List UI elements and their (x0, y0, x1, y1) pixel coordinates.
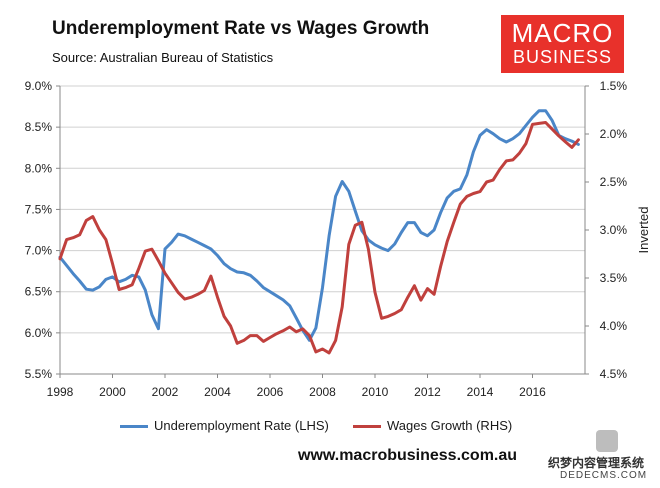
legend-item-wages: Wages Growth (RHS) (353, 418, 512, 433)
y-left-tick-label-2: 8.0% (25, 161, 53, 175)
x-tick-label-0: 1998 (47, 385, 74, 399)
x-tick-label-7: 2012 (414, 385, 441, 399)
logo-line-2: BUSINESS (512, 47, 613, 67)
legend-swatch-wages (353, 425, 381, 429)
series-line-underemployment (58, 109, 580, 342)
y-left-tick-label-7: 5.5% (25, 367, 53, 381)
x-tick-label-4: 2006 (257, 385, 284, 399)
y-left-tick-label-6: 6.0% (25, 326, 53, 340)
y-left-tick-label-5: 6.5% (25, 285, 53, 299)
chart-source: Source: Australian Bureau of Statistics (52, 50, 274, 65)
stamp-line-1: 织梦内容管理系统 (548, 456, 645, 470)
y-right-tick-label-4: 3.5% (600, 271, 628, 285)
x-tick-label-9: 2016 (519, 385, 546, 399)
macro-business-logo: MACRO BUSINESS (501, 15, 624, 73)
y-right-tick-label-3: 3.0% (600, 223, 628, 237)
website-url: www.macrobusiness.com.au (298, 447, 518, 464)
cat-icon (596, 430, 618, 452)
y-right-tick-label-2: 2.5% (600, 175, 628, 189)
y-left-tick-label-4: 7.0% (25, 244, 53, 258)
y-right-axis-label: Inverted (636, 207, 651, 254)
stamp-line-2: DEDECMS.COM (560, 470, 648, 481)
x-tick-label-2: 2002 (152, 385, 179, 399)
legend-item-underemployment: Underemployment Rate (LHS) (120, 418, 329, 433)
y-right-tick-label-1: 2.0% (600, 127, 628, 141)
y-left-tick-label-3: 7.5% (25, 202, 53, 216)
x-tick-label-8: 2014 (467, 385, 494, 399)
y-left-tick-label-1: 8.5% (25, 120, 53, 134)
y-right-tick-label-6: 4.5% (600, 367, 628, 381)
x-tick-label-6: 2010 (362, 385, 389, 399)
chart-title: Underemployment Rate vs Wages Growth (52, 18, 430, 39)
y-right-tick-label-0: 1.5% (600, 79, 628, 93)
y-left-tick-label-0: 9.0% (25, 79, 53, 93)
logo-line-1: MACRO (511, 18, 614, 48)
legend-label-wages: Wages Growth (RHS) (387, 418, 513, 433)
y-right-tick-label-5: 4.0% (600, 319, 628, 333)
series-line-wages (58, 121, 580, 355)
x-tick-label-5: 2008 (309, 385, 336, 399)
watermark-stamp: 织梦内容管理系统 DEDECMS.COM (548, 430, 648, 482)
x-tick-label-3: 2004 (204, 385, 231, 399)
legend-label-underemployment: Underemployment Rate (LHS) (154, 418, 329, 433)
x-tick-label-1: 2000 (99, 385, 126, 399)
legend-swatch-underemployment (120, 425, 148, 429)
